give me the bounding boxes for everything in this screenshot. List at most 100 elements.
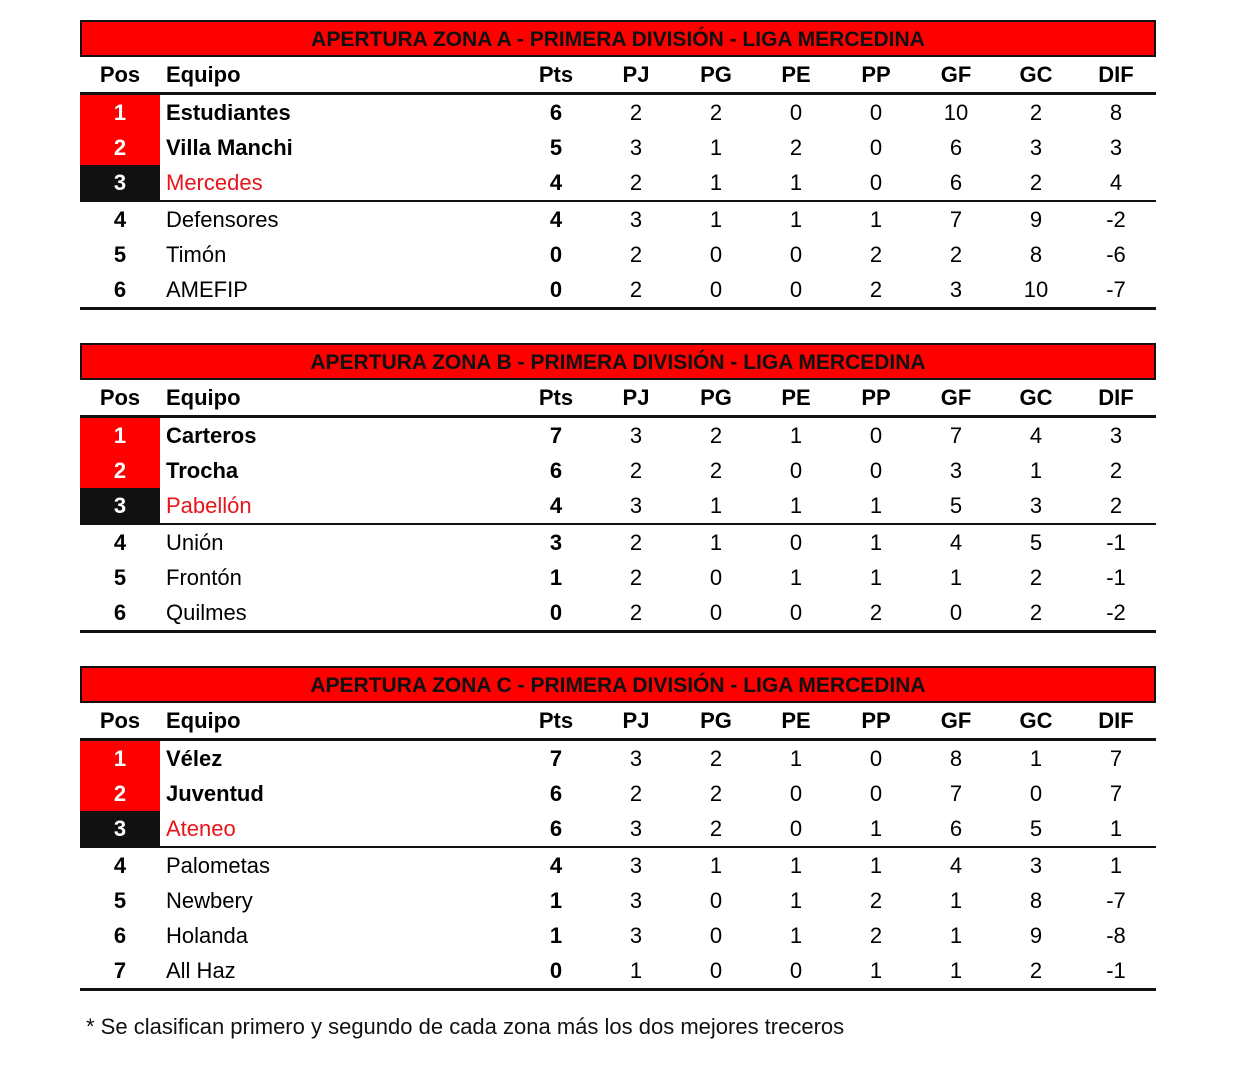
cell-pts: 7 [549, 422, 563, 448]
table-row: 6 Holanda 1 3 0 1 2 1 9 -8 [80, 918, 1156, 953]
cell-gc: 8 [1029, 887, 1043, 913]
footnote: * Se clasifican primero y segundo de cad… [86, 1014, 845, 1039]
cell-pos: 3 [80, 811, 160, 848]
cell-pos: 5 [113, 241, 127, 267]
zone-title: APERTURA ZONA A - PRIMERA DIVISIÓN - LIG… [80, 20, 1156, 57]
cell-pp: 2 [836, 272, 916, 310]
table-row: 3 Mercedes 4 2 1 1 0 6 2 4 [80, 165, 1156, 202]
table-row: 3 Pabellón 4 3 1 1 1 5 3 2 [80, 488, 1156, 525]
cell-pe: 0 [789, 457, 803, 483]
cell-pts: 7 [549, 745, 563, 771]
cell-dif: 3 [1109, 422, 1123, 448]
cell-pp: 2 [836, 595, 916, 633]
cell-pj: 3 [629, 852, 643, 878]
cell-dif: 1 [1109, 852, 1123, 878]
header-dif: DIF [1076, 703, 1156, 741]
cell-pg: 1 [709, 852, 723, 878]
cell-pg: 0 [709, 241, 723, 267]
cell-gc: 2 [996, 953, 1076, 991]
cell-pg: 0 [709, 887, 723, 913]
cell-pos: 1 [80, 416, 160, 453]
cell-pos: 2 [80, 776, 160, 811]
header-pts: Pts [516, 57, 596, 95]
cell-gf: 1 [916, 953, 996, 991]
cell-dif: -6 [1106, 241, 1126, 267]
cell-pg: 1 [676, 165, 756, 202]
header-gc: GC [996, 703, 1076, 741]
cell-gf: 6 [916, 811, 996, 848]
cell-team: Juventud [166, 780, 264, 806]
cell-gc: 3 [1029, 134, 1043, 160]
header-pts: Pts [516, 703, 596, 741]
cell-dif: -2 [1076, 595, 1156, 633]
header-row: Pos Equipo Pts PJ PG PE PP GF GC DIF [80, 57, 1156, 95]
cell-team: Palometas [166, 852, 270, 878]
cell-pe: 1 [756, 488, 836, 525]
standings-table: Pos Equipo Pts PJ PG PE PP GF GC DIF 1 Carteros 7 3 2 1… [80, 380, 1156, 633]
cell-pg: 1 [709, 134, 723, 160]
cell-gc: 1 [1029, 457, 1043, 483]
standings-zone-c: APERTURA ZONA C - PRIMERA DIVISIÓN - LIG… [80, 666, 1156, 991]
header-pos: Pos [80, 703, 160, 741]
header-row: Pos Equipo Pts PJ PG PE PP GF GC DIF [80, 380, 1156, 418]
cell-team: Ateneo [160, 811, 516, 848]
cell-pg: 2 [709, 780, 723, 806]
header-team: Equipo [160, 57, 516, 95]
cell-pj: 2 [596, 165, 676, 202]
table-row: 1 Carteros 7 3 2 1 0 7 4 3 [80, 416, 1156, 453]
cell-gf: 10 [943, 99, 969, 125]
cell-dif: 7 [1109, 745, 1123, 771]
cell-gc: 5 [996, 811, 1076, 848]
cell-team: Trocha [166, 457, 239, 483]
cell-pts: 3 [549, 529, 563, 555]
cell-pg: 0 [676, 272, 756, 310]
cell-pos: 6 [80, 595, 160, 633]
header-gf: GF [916, 380, 996, 418]
cell-pos: 3 [80, 165, 160, 202]
cell-pg: 0 [676, 595, 756, 633]
cell-gc: 2 [996, 595, 1076, 633]
cell-pe: 2 [789, 134, 803, 160]
cell-pe: 1 [756, 165, 836, 202]
cell-gc: 9 [1029, 206, 1043, 232]
header-dif: DIF [1076, 57, 1156, 95]
cell-dif: -1 [1076, 953, 1156, 991]
cell-gf: 7 [949, 206, 963, 232]
cell-pp: 1 [869, 206, 883, 232]
cell-gc: 0 [1029, 780, 1043, 806]
cell-pj: 2 [629, 564, 643, 590]
cell-pp: 1 [836, 953, 916, 991]
cell-pg: 0 [709, 922, 723, 948]
cell-pos: 5 [113, 887, 127, 913]
cell-pe: 1 [789, 745, 803, 771]
table-row: 2 Trocha 6 2 2 0 0 3 1 2 [80, 453, 1156, 488]
cell-gf: 3 [916, 272, 996, 310]
cell-pos: 7 [80, 953, 160, 991]
cell-pe: 1 [789, 852, 803, 878]
cell-team: Timón [166, 241, 227, 267]
cell-team: Newbery [166, 887, 253, 913]
cell-pos: 1 [80, 739, 160, 776]
cell-pts: 1 [549, 564, 563, 590]
table-row: 4 Defensores 4 3 1 1 1 7 9 -2 [80, 201, 1156, 237]
cell-pp: 2 [869, 887, 883, 913]
cell-team: Unión [166, 529, 224, 555]
cell-pos: 4 [113, 852, 127, 878]
cell-pts: 6 [516, 811, 596, 848]
cell-pj: 3 [629, 134, 643, 160]
cell-pg: 2 [709, 99, 723, 125]
cell-gf: 7 [949, 780, 963, 806]
cell-pos: 6 [80, 272, 160, 310]
header-dif: DIF [1076, 380, 1156, 418]
cell-dif: 2 [1076, 488, 1156, 525]
cell-dif: 8 [1109, 99, 1123, 125]
cell-team: Holanda [166, 922, 248, 948]
cell-gf: 2 [949, 241, 963, 267]
cell-pg: 0 [709, 564, 723, 590]
cell-pg: 2 [709, 422, 723, 448]
cell-gc: 4 [1029, 422, 1043, 448]
header-gf: GF [916, 57, 996, 95]
cell-pj: 2 [629, 780, 643, 806]
cell-pp: 1 [869, 564, 883, 590]
cell-pp: 1 [836, 488, 916, 525]
